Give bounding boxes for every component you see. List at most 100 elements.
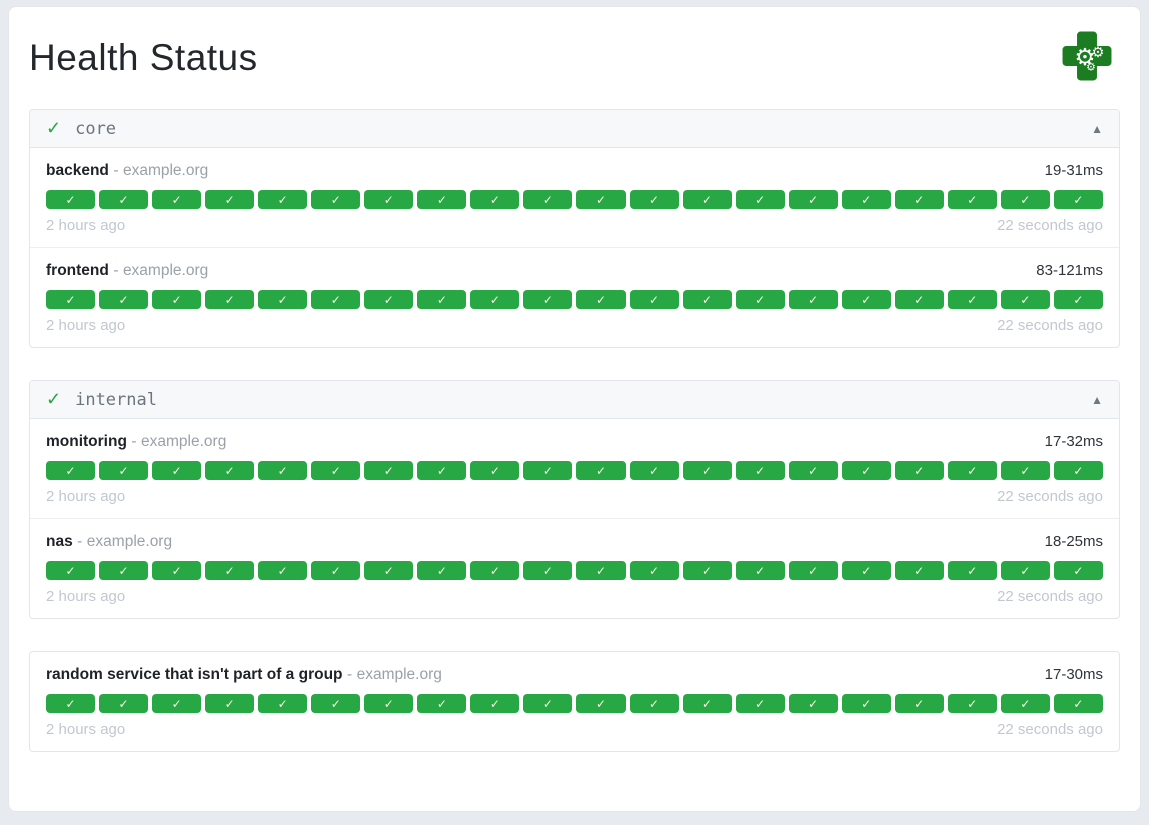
health-check-badge[interactable]: ✓: [311, 190, 361, 209]
health-check-badge[interactable]: ✓: [99, 290, 149, 309]
health-check-badge[interactable]: ✓: [470, 561, 520, 580]
health-check-badge[interactable]: ✓: [417, 561, 467, 580]
health-check-badge[interactable]: ✓: [523, 290, 573, 309]
health-check-badge[interactable]: ✓: [629, 561, 679, 580]
health-check-badge[interactable]: ✓: [735, 694, 785, 713]
health-check-badge[interactable]: ✓: [894, 461, 944, 480]
health-check-badge[interactable]: ✓: [576, 461, 626, 480]
health-check-badge[interactable]: ✓: [258, 290, 308, 309]
health-check-badge[interactable]: ✓: [894, 694, 944, 713]
health-check-badge[interactable]: ✓: [364, 561, 414, 580]
health-check-badge[interactable]: ✓: [1053, 190, 1103, 209]
health-check-badge[interactable]: ✓: [1000, 461, 1050, 480]
health-check-badge[interactable]: ✓: [682, 190, 732, 209]
health-check-badge[interactable]: ✓: [629, 290, 679, 309]
health-check-badge[interactable]: ✓: [682, 694, 732, 713]
health-check-badge[interactable]: ✓: [311, 561, 361, 580]
health-check-badge[interactable]: ✓: [523, 190, 573, 209]
health-check-badge[interactable]: ✓: [470, 290, 520, 309]
health-check-badge[interactable]: ✓: [364, 694, 414, 713]
health-check-badge[interactable]: ✓: [152, 190, 202, 209]
health-check-badge[interactable]: ✓: [152, 694, 202, 713]
health-check-badge[interactable]: ✓: [735, 561, 785, 580]
health-check-badge[interactable]: ✓: [152, 561, 202, 580]
health-check-badge[interactable]: ✓: [311, 694, 361, 713]
health-check-badge[interactable]: ✓: [258, 461, 308, 480]
health-check-badge[interactable]: ✓: [523, 561, 573, 580]
health-check-badge[interactable]: ✓: [470, 190, 520, 209]
health-check-badge[interactable]: ✓: [947, 461, 997, 480]
health-check-badge[interactable]: ✓: [205, 694, 255, 713]
health-check-badge[interactable]: ✓: [205, 190, 255, 209]
health-check-badge[interactable]: ✓: [841, 461, 891, 480]
health-check-badge[interactable]: ✓: [682, 461, 732, 480]
health-check-badge[interactable]: ✓: [947, 190, 997, 209]
health-check-badge[interactable]: ✓: [258, 694, 308, 713]
health-check-badge[interactable]: ✓: [523, 694, 573, 713]
health-check-badge[interactable]: ✓: [947, 561, 997, 580]
health-check-badge[interactable]: ✓: [46, 694, 96, 713]
health-check-badge[interactable]: ✓: [894, 190, 944, 209]
health-check-badge[interactable]: ✓: [46, 190, 96, 209]
health-check-badge[interactable]: ✓: [629, 694, 679, 713]
health-check-badge[interactable]: ✓: [1053, 290, 1103, 309]
health-check-badge[interactable]: ✓: [46, 290, 96, 309]
health-check-badge[interactable]: ✓: [1053, 694, 1103, 713]
health-check-badge[interactable]: ✓: [258, 561, 308, 580]
health-check-badge[interactable]: ✓: [841, 290, 891, 309]
health-check-badge[interactable]: ✓: [205, 561, 255, 580]
health-check-badge[interactable]: ✓: [947, 290, 997, 309]
health-check-badge[interactable]: ✓: [1000, 694, 1050, 713]
health-check-badge[interactable]: ✓: [99, 561, 149, 580]
health-check-badge[interactable]: ✓: [788, 190, 838, 209]
health-check-badge[interactable]: ✓: [629, 190, 679, 209]
health-check-badge[interactable]: ✓: [841, 190, 891, 209]
health-check-badge[interactable]: ✓: [947, 694, 997, 713]
health-check-badge[interactable]: ✓: [1000, 290, 1050, 309]
health-check-badge[interactable]: ✓: [1053, 561, 1103, 580]
health-check-badge[interactable]: ✓: [46, 461, 96, 480]
health-check-badge[interactable]: ✓: [364, 461, 414, 480]
health-check-badge[interactable]: ✓: [523, 461, 573, 480]
health-check-badge[interactable]: ✓: [788, 290, 838, 309]
health-check-badge[interactable]: ✓: [205, 461, 255, 480]
health-check-badge[interactable]: ✓: [735, 461, 785, 480]
health-check-badge[interactable]: ✓: [152, 290, 202, 309]
health-check-badge[interactable]: ✓: [1000, 190, 1050, 209]
health-check-badge[interactable]: ✓: [576, 561, 626, 580]
health-check-badge[interactable]: ✓: [417, 694, 467, 713]
health-check-badge[interactable]: ✓: [46, 561, 96, 580]
health-check-badge[interactable]: ✓: [576, 190, 626, 209]
health-check-badge[interactable]: ✓: [894, 290, 944, 309]
health-check-badge[interactable]: ✓: [417, 290, 467, 309]
health-check-badge[interactable]: ✓: [417, 190, 467, 209]
group-header-core[interactable]: ✓ core ▲: [30, 110, 1119, 148]
health-check-badge[interactable]: ✓: [894, 561, 944, 580]
health-check-badge[interactable]: ✓: [417, 461, 467, 480]
health-check-badge[interactable]: ✓: [364, 190, 414, 209]
health-check-badge[interactable]: ✓: [152, 461, 202, 480]
health-check-badge[interactable]: ✓: [99, 190, 149, 209]
health-check-badge[interactable]: ✓: [311, 290, 361, 309]
health-check-badge[interactable]: ✓: [1000, 561, 1050, 580]
health-check-badge[interactable]: ✓: [576, 290, 626, 309]
health-check-badge[interactable]: ✓: [788, 561, 838, 580]
health-check-badge[interactable]: ✓: [470, 694, 520, 713]
health-check-badge[interactable]: ✓: [788, 461, 838, 480]
health-check-badge[interactable]: ✓: [258, 190, 308, 209]
health-check-badge[interactable]: ✓: [682, 290, 732, 309]
health-check-badge[interactable]: ✓: [735, 290, 785, 309]
health-check-badge[interactable]: ✓: [99, 694, 149, 713]
health-check-badge[interactable]: ✓: [364, 290, 414, 309]
health-check-badge[interactable]: ✓: [841, 561, 891, 580]
health-check-badge[interactable]: ✓: [470, 461, 520, 480]
health-check-badge[interactable]: ✓: [311, 461, 361, 480]
health-check-badge[interactable]: ✓: [1053, 461, 1103, 480]
health-check-badge[interactable]: ✓: [576, 694, 626, 713]
health-check-badge[interactable]: ✓: [629, 461, 679, 480]
health-check-badge[interactable]: ✓: [735, 190, 785, 209]
health-check-badge[interactable]: ✓: [841, 694, 891, 713]
health-check-badge[interactable]: ✓: [205, 290, 255, 309]
group-header-internal[interactable]: ✓ internal ▲: [30, 381, 1119, 419]
health-check-badge[interactable]: ✓: [788, 694, 838, 713]
